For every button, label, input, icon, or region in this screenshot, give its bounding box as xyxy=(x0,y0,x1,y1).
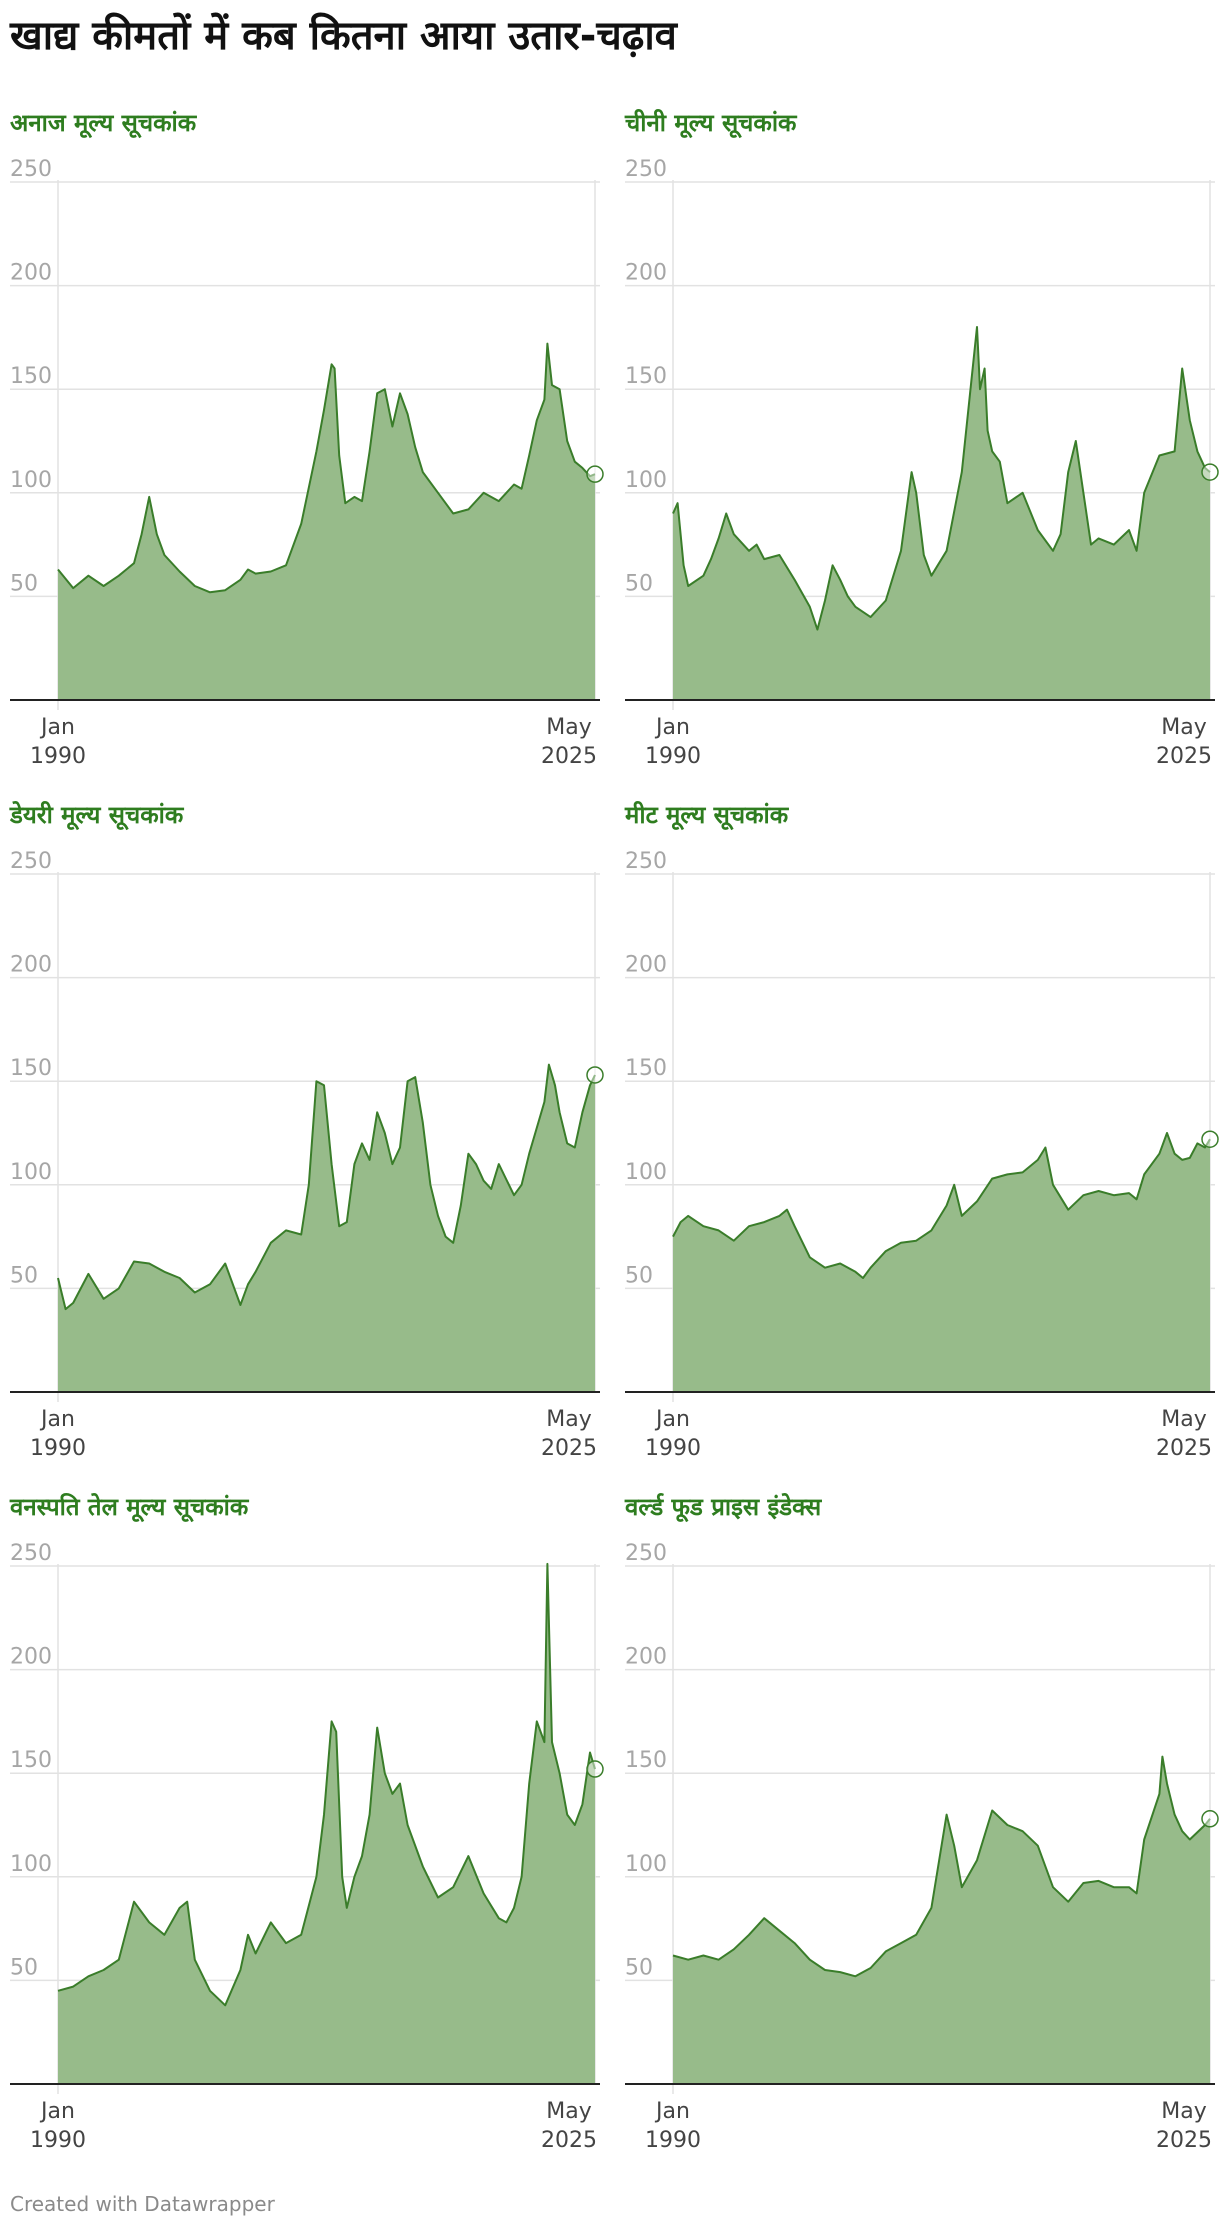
x-tick-label-month: May xyxy=(546,715,591,740)
x-tick-label-year: 2025 xyxy=(1156,744,1212,769)
chart-sugar: 50 100 150 200 250 Jan 1990 May 2025 xyxy=(625,157,1219,769)
y-tick-label: 200 xyxy=(10,953,52,978)
x-tick-label-year: 1990 xyxy=(645,2128,701,2153)
chart-title-sugar: चीनी मूल्य सूचकांक xyxy=(625,109,797,137)
series-area xyxy=(58,343,595,700)
x-tick-label-year: 2025 xyxy=(1156,2128,1212,2153)
y-tick-label: 100 xyxy=(10,1160,52,1185)
y-tick-label: 200 xyxy=(625,953,667,978)
last-value-marker xyxy=(586,1066,604,1084)
chart-grains: 50 100 150 200 250 Jan 1990 May 2025 xyxy=(10,157,604,769)
series-line xyxy=(672,326,1211,631)
chart-meat: 50 100 150 200 250 Jan 1990 May 2025 xyxy=(625,849,1219,1461)
x-tick-label-month: Jan xyxy=(39,1407,75,1432)
last-value-marker xyxy=(1201,463,1219,481)
page-title: खाद्य कीमतों में कब कितना आया उतार-चढ़ाव xyxy=(10,13,677,59)
x-tick-label-year: 2025 xyxy=(541,744,597,769)
last-value-marker xyxy=(1201,1130,1219,1148)
series-line xyxy=(672,1755,1211,1978)
y-tick-label: 150 xyxy=(10,364,52,389)
last-value-marker xyxy=(586,1760,604,1778)
y-tick-label: 150 xyxy=(10,1748,52,1773)
x-tick-label-year: 2025 xyxy=(1156,1436,1212,1461)
chart-world-food: 50 100 150 200 250 Jan 1990 May 2025 xyxy=(625,1541,1219,2153)
y-tick-label: 200 xyxy=(10,261,52,286)
x-tick-label-year: 1990 xyxy=(645,744,701,769)
x-tick-label-year: 1990 xyxy=(645,1436,701,1461)
x-tick-label-month: Jan xyxy=(39,715,75,740)
x-tick-label-year: 2025 xyxy=(541,2128,597,2153)
chart-title-dairy: डेयरी मूल्य सूचकांक xyxy=(10,801,184,829)
series-area xyxy=(58,1563,595,2084)
y-tick-label: 100 xyxy=(10,1852,52,1877)
series-line xyxy=(672,1132,1211,1279)
chart-dairy: 50 100 150 200 250 Jan 1990 May 2025 xyxy=(10,849,604,1461)
last-value-marker xyxy=(1201,1810,1219,1828)
y-tick-label: 100 xyxy=(10,468,52,493)
series-line xyxy=(57,342,596,594)
x-tick-label-month: Jan xyxy=(39,2099,75,2124)
y-tick-label: 50 xyxy=(10,571,38,596)
y-tick-label: 50 xyxy=(625,1263,653,1288)
y-tick-label: 250 xyxy=(625,157,667,182)
y-tick-label: 100 xyxy=(625,1852,667,1877)
x-tick-label-year: 1990 xyxy=(30,1436,86,1461)
y-tick-label: 250 xyxy=(10,1541,52,1566)
series-area xyxy=(673,1756,1210,2084)
chart-title-meat: मीट मूल्य सूचकांक xyxy=(625,801,789,829)
y-tick-label: 200 xyxy=(625,1645,667,1670)
y-tick-label: 50 xyxy=(10,1955,38,1980)
y-tick-label: 50 xyxy=(625,571,653,596)
y-tick-label: 200 xyxy=(625,261,667,286)
y-tick-label: 100 xyxy=(625,468,667,493)
x-tick-label-month: Jan xyxy=(654,715,690,740)
x-tick-label-month: Jan xyxy=(654,2099,690,2124)
series-area xyxy=(58,1064,595,1392)
y-tick-label: 50 xyxy=(10,1263,38,1288)
last-value-marker xyxy=(586,465,604,483)
footer-credit: Created with Datawrapper xyxy=(10,2192,275,2216)
x-tick-label-month: May xyxy=(546,1407,591,1432)
x-tick-label-year: 2025 xyxy=(541,1436,597,1461)
x-tick-label-month: May xyxy=(1161,1407,1206,1432)
x-tick-label-year: 1990 xyxy=(30,744,86,769)
chart-title-world-food: वर्ल्ड फूड प्राइस इंडेक्स xyxy=(625,1493,822,1521)
series-area xyxy=(673,327,1210,700)
series-area xyxy=(673,1133,1210,1392)
x-tick-label-month: Jan xyxy=(654,1407,690,1432)
y-tick-label: 250 xyxy=(625,1541,667,1566)
y-tick-label: 250 xyxy=(10,849,52,874)
y-tick-label: 250 xyxy=(625,849,667,874)
y-tick-label: 100 xyxy=(625,1160,667,1185)
y-tick-label: 200 xyxy=(10,1645,52,1670)
chart-title-vegetable-oil: वनस्पति तेल मूल्य सूचकांक xyxy=(10,1493,249,1521)
chart-title-grains: अनाज मूल्य सूचकांक xyxy=(10,109,197,137)
x-tick-label-month: May xyxy=(1161,2099,1206,2124)
y-tick-label: 150 xyxy=(625,1056,667,1081)
series-line xyxy=(57,1562,596,2007)
y-tick-label: 150 xyxy=(625,1748,667,1773)
y-tick-label: 150 xyxy=(10,1056,52,1081)
x-tick-label-month: May xyxy=(1161,715,1206,740)
x-tick-label-year: 1990 xyxy=(30,2128,86,2153)
series-line xyxy=(57,1063,596,1311)
y-tick-label: 150 xyxy=(625,364,667,389)
y-tick-label: 250 xyxy=(10,157,52,182)
chart-vegetable-oil: 50 100 150 200 250 Jan 1990 May 2025 xyxy=(10,1541,604,2153)
y-tick-label: 50 xyxy=(625,1955,653,1980)
x-tick-label-month: May xyxy=(546,2099,591,2124)
